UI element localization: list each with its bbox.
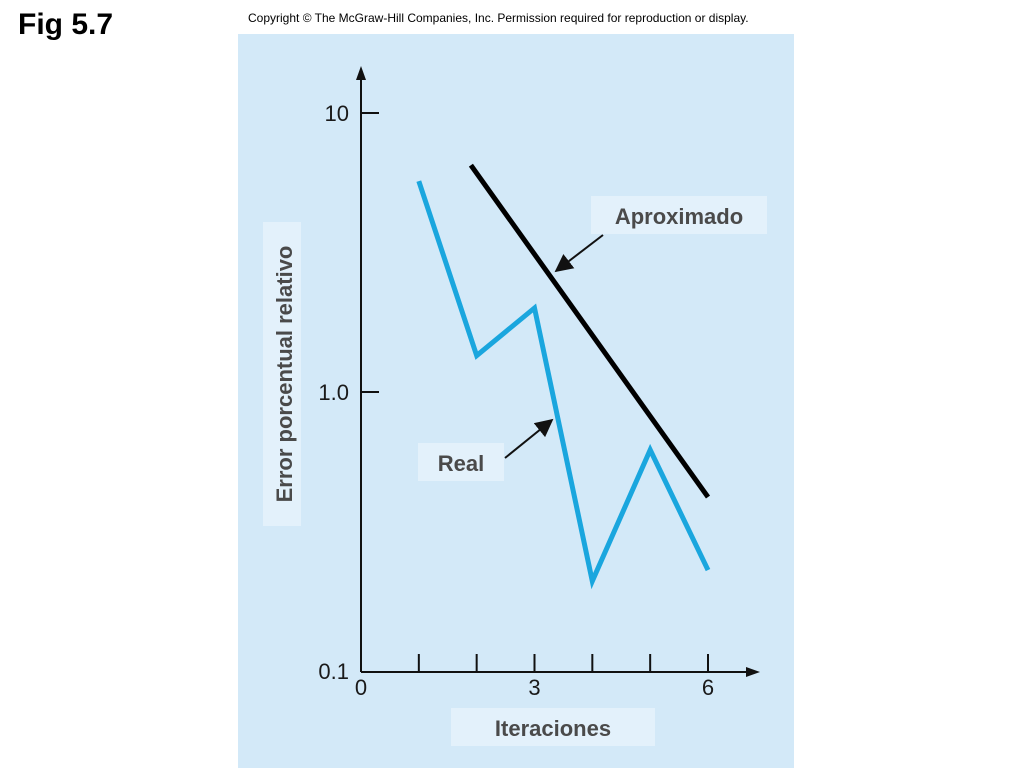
series-line-aproximado bbox=[468, 163, 711, 499]
y-tick-label: 0.1 bbox=[318, 659, 349, 684]
x-tick-label: 6 bbox=[702, 675, 714, 700]
figure-label: Fig 5.7 bbox=[18, 8, 114, 41]
tick-layer: 0 3 6 10 1.0 0.1 bbox=[318, 101, 714, 700]
x-axis-title: Iteraciones bbox=[495, 716, 611, 741]
y-tick-label: 1.0 bbox=[318, 380, 349, 405]
series-line-real bbox=[416, 180, 711, 590]
copyright-notice: Copyright © The McGraw-Hill Companies, I… bbox=[248, 11, 749, 25]
y-tick-label: 10 bbox=[325, 101, 349, 126]
chart-panel bbox=[238, 34, 794, 768]
y-axis-title: Error porcentual relativo bbox=[272, 246, 297, 503]
annotation-aproximado-arrow bbox=[554, 234, 604, 273]
y-axis-arrow-icon bbox=[356, 66, 366, 80]
x-axis-arrow-icon bbox=[746, 667, 760, 677]
x-tick-label: 3 bbox=[528, 675, 540, 700]
annotation-real-box bbox=[418, 443, 504, 481]
annotation-real-arrow bbox=[504, 418, 554, 459]
annotation-real-label: Real bbox=[438, 451, 484, 476]
x-axis-title-box bbox=[451, 708, 655, 746]
annotation-aproximado-box bbox=[591, 196, 767, 234]
y-axis-title-box bbox=[263, 222, 301, 526]
annotation-aproximado-label: Aproximado bbox=[615, 204, 743, 229]
x-tick-label: 0 bbox=[355, 675, 367, 700]
